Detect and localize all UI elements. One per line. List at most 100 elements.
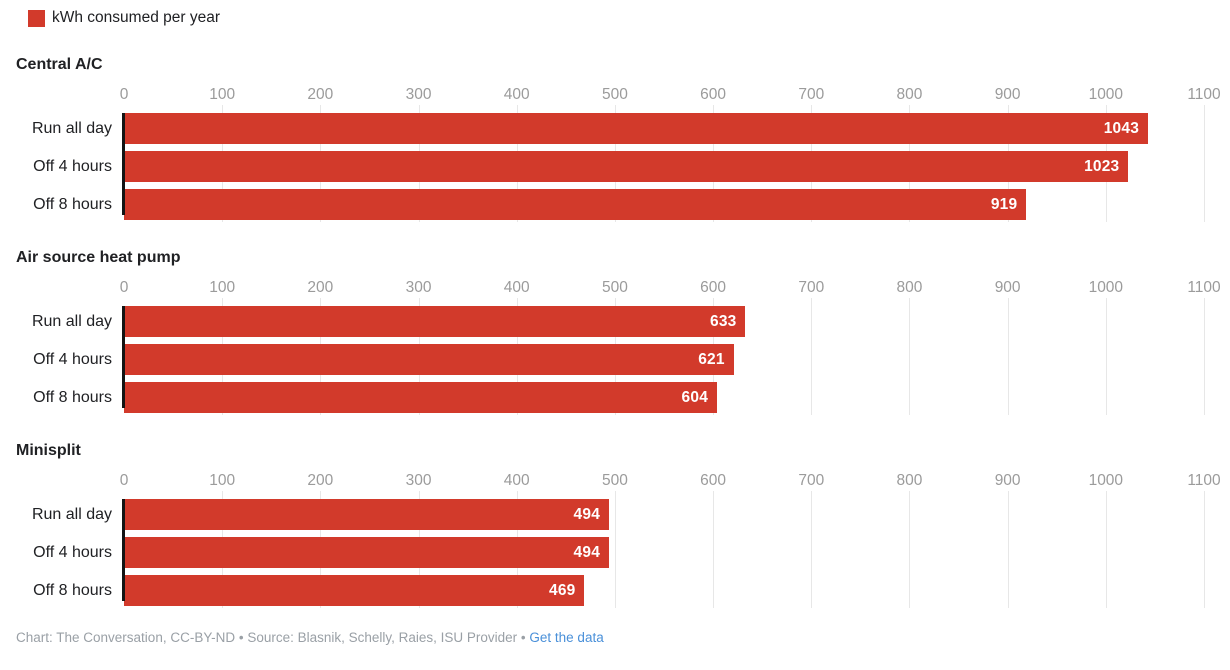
- get-the-data-link[interactable]: Get the data: [529, 630, 604, 645]
- x-axis-tick: 500: [601, 472, 628, 489]
- bar-value-label: 1043: [1103, 119, 1140, 137]
- chart-legend: kWh consumed per year: [28, 9, 1230, 27]
- gridline: [811, 491, 813, 608]
- plot-area: 633 621 604: [122, 298, 1205, 415]
- chart-block-3: Minisplit 0 100 200 300 400 500 600 700 800 900 100…: [0, 441, 1230, 608]
- charts-container: Central A/C 0 100 200 300 400 500 600 700 800 900 1…: [0, 55, 1230, 608]
- zero-axis-line: [122, 499, 125, 601]
- x-axis-tick: 400: [503, 472, 530, 489]
- x-axis-tick: 1100: [1187, 472, 1221, 489]
- x-axis-tick: 600: [700, 279, 727, 296]
- bar-row: 1043: [124, 113, 1204, 144]
- gridline: [1007, 491, 1009, 608]
- x-axis-tick: 200: [307, 86, 334, 103]
- plot-area: 1043 1023 919: [122, 105, 1205, 222]
- bar-value-label: 919: [990, 195, 1018, 213]
- bar-value-label: 494: [573, 505, 601, 523]
- row-label: Off 4 hours: [33, 157, 112, 175]
- bar-value-label: 604: [681, 388, 709, 406]
- bar-value-label: 621: [698, 350, 725, 368]
- bar-value-label: 633: [710, 312, 737, 330]
- chart-caption: Chart: The Conversation, CC-BY-ND • Sour…: [16, 630, 1230, 645]
- gridline: [1204, 298, 1205, 415]
- bar-off-8-hours: 604: [124, 382, 718, 413]
- gridline: [1204, 105, 1205, 222]
- bar-row: 633: [124, 306, 1204, 337]
- x-axis-tick: 700: [798, 86, 825, 103]
- x-axis-tick: 200: [307, 472, 334, 489]
- gridline: [713, 491, 715, 608]
- x-axis-tick: 0: [119, 86, 129, 103]
- x-axis-tick: 100: [209, 86, 236, 103]
- x-axis-tick: 900: [994, 472, 1021, 489]
- row-label: Run all day: [31, 119, 112, 137]
- x-axis-tick: 200: [307, 279, 334, 296]
- row-labels: Run all day Off 4 hours Off 8 hours: [0, 306, 112, 420]
- gridline: [909, 298, 911, 415]
- bar-value-label: 1023: [1084, 157, 1120, 175]
- bar-run-all-day: 633: [124, 306, 746, 337]
- bar-row: 604: [124, 382, 1204, 413]
- x-axis-tick: 700: [798, 279, 825, 296]
- bar-off-4-hours: 1023: [124, 151, 1129, 182]
- x-axis: 0 100 200 300 400 500 600 700 800 900 1000 1100: [120, 278, 1221, 298]
- row-label: Off 8 hours: [33, 195, 112, 213]
- caption-text: Chart: The Conversation, CC-BY-ND • Sour…: [16, 630, 530, 645]
- x-axis-tick: 0: [119, 279, 129, 296]
- x-axis-tick: 400: [503, 279, 530, 296]
- bar-off-8-hours: 919: [124, 189, 1027, 220]
- bar-row: 494: [124, 499, 1204, 530]
- x-axis-tick: 500: [601, 279, 628, 296]
- row-label: Off 8 hours: [33, 581, 112, 599]
- bar-value-label: 494: [573, 543, 601, 561]
- x-axis-tick: 300: [405, 472, 432, 489]
- x-axis-tick: 1100: [1187, 86, 1221, 103]
- bar-run-all-day: 494: [124, 499, 610, 530]
- gridline: [909, 491, 911, 608]
- gridline: [1007, 298, 1009, 415]
- row-label: Run all day: [31, 505, 112, 523]
- bar-run-all-day: 1043: [124, 113, 1149, 144]
- x-axis-tick: 1000: [1088, 279, 1124, 296]
- bar-off-8-hours: 469: [124, 575, 585, 606]
- gridline: [811, 298, 813, 415]
- x-axis: 0 100 200 300 400 500 600 700 800 900 1000 1100: [120, 471, 1221, 491]
- bar-off-4-hours: 621: [124, 344, 734, 375]
- bar-value-label: 469: [549, 581, 576, 599]
- x-axis: 0 100 200 300 400 500 600 700 800 900 1000 1100: [120, 85, 1221, 105]
- x-axis-tick: 900: [994, 279, 1021, 296]
- x-axis-tick: 900: [994, 86, 1021, 103]
- zero-axis-line: [122, 113, 125, 215]
- x-axis-tick: 700: [798, 472, 825, 489]
- x-axis-tick: 800: [896, 279, 923, 296]
- legend-swatch-red: [28, 9, 45, 27]
- bar-row: 621: [124, 344, 1204, 375]
- bar-row: 469: [124, 575, 1204, 606]
- gridline: [1204, 491, 1205, 608]
- chart-title: Minisplit: [16, 442, 81, 459]
- x-axis-tick: 100: [209, 472, 236, 489]
- x-axis-tick: 800: [896, 472, 923, 489]
- x-axis-tick: 600: [700, 86, 727, 103]
- row-label: Run all day: [31, 312, 112, 330]
- gridline: [614, 491, 616, 608]
- row-label: Off 8 hours: [33, 388, 112, 406]
- x-axis-tick: 800: [896, 86, 923, 103]
- x-axis-tick: 0: [119, 472, 129, 489]
- x-axis-tick: 400: [503, 86, 530, 103]
- bar-row: 919: [124, 189, 1204, 220]
- chart-block-2: Air source heat pump 0 100 200 300 400 500 600 7…: [0, 248, 1230, 415]
- legend-label: kWh consumed per year: [52, 9, 220, 26]
- x-axis-tick: 1100: [1187, 279, 1221, 296]
- row-label: Off 4 hours: [33, 543, 112, 561]
- chart-title: Air source heat pump: [16, 249, 181, 266]
- x-axis-tick: 600: [700, 472, 727, 489]
- chart-block-1: Central A/C 0 100 200 300 400 500 600 700 800 900 1…: [0, 55, 1230, 222]
- zero-axis-line: [122, 306, 125, 408]
- chart-title: Central A/C: [16, 56, 103, 73]
- bar-row: 494: [124, 537, 1204, 568]
- x-axis-tick: 100: [209, 279, 236, 296]
- gridline: [1105, 491, 1107, 608]
- bar-off-4-hours: 494: [124, 537, 610, 568]
